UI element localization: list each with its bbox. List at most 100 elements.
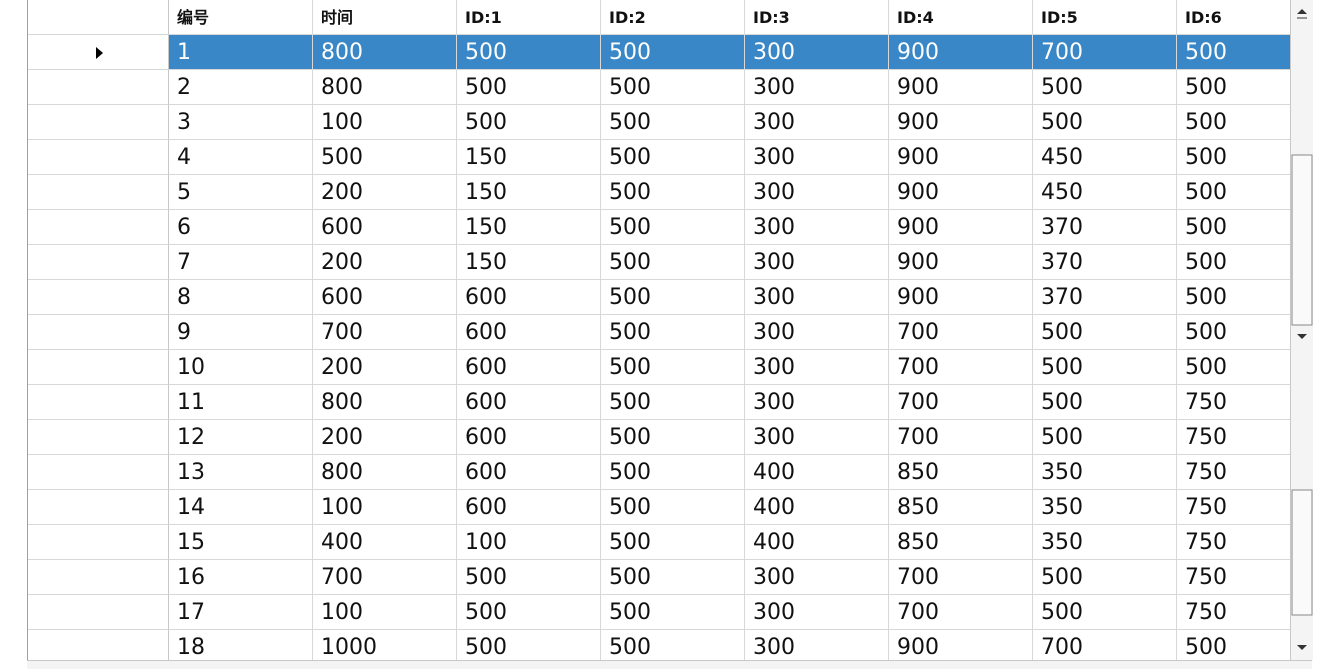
- table-cell[interactable]: 500: [601, 35, 745, 70]
- table-cell[interactable]: 800: [313, 35, 457, 70]
- table-cell[interactable]: 100: [313, 105, 457, 140]
- table-cell[interactable]: 500: [1033, 595, 1177, 630]
- table-cell[interactable]: 700: [889, 595, 1033, 630]
- table-cell[interactable]: 600: [313, 280, 457, 315]
- table-cell[interactable]: 100: [313, 595, 457, 630]
- table-cell[interactable]: 600: [457, 455, 601, 490]
- table-cell[interactable]: 500: [1177, 175, 1291, 210]
- table-cell[interactable]: 4: [169, 140, 313, 175]
- table-cell[interactable]: 500: [1177, 245, 1291, 280]
- table-cell[interactable]: 500: [601, 525, 745, 560]
- table-cell[interactable]: 500: [601, 105, 745, 140]
- table-cell[interactable]: 750: [1177, 560, 1291, 595]
- table-cell[interactable]: 9: [169, 315, 313, 350]
- data-grid[interactable]: 编号 时间 ID:1 ID:2 ID:3 ID:4 ID:5 ID:6 1 800 500 500 30…: [27, 0, 1291, 660]
- table-cell[interactable]: 450: [1033, 175, 1177, 210]
- row-header[interactable]: [28, 385, 169, 420]
- table-cell[interactable]: 500: [601, 315, 745, 350]
- table-cell[interactable]: 750: [1177, 525, 1291, 560]
- table-cell[interactable]: 300: [745, 35, 889, 70]
- table-cell[interactable]: 300: [745, 350, 889, 385]
- table-cell[interactable]: 500: [601, 490, 745, 525]
- table-cell[interactable]: 500: [457, 35, 601, 70]
- table-cell[interactable]: 900: [889, 105, 1033, 140]
- table-cell[interactable]: 500: [457, 595, 601, 630]
- row-header[interactable]: [28, 420, 169, 455]
- row-header[interactable]: [28, 175, 169, 210]
- table-cell[interactable]: 5: [169, 175, 313, 210]
- table-cell[interactable]: 900: [889, 210, 1033, 245]
- table-cell[interactable]: 100: [457, 525, 601, 560]
- table-cell[interactable]: 10: [169, 350, 313, 385]
- table-cell[interactable]: 500: [1177, 350, 1291, 385]
- table-cell[interactable]: 370: [1033, 210, 1177, 245]
- table-cell[interactable]: 750: [1177, 455, 1291, 490]
- table-cell[interactable]: 600: [457, 315, 601, 350]
- table-cell[interactable]: 300: [745, 140, 889, 175]
- column-header[interactable]: 编号: [169, 0, 313, 35]
- column-header[interactable]: ID:5: [1033, 0, 1177, 35]
- column-header[interactable]: ID:2: [601, 0, 745, 35]
- table-cell[interactable]: 500: [1033, 70, 1177, 105]
- column-header[interactable]: ID:1: [457, 0, 601, 35]
- table-cell[interactable]: 500: [1033, 385, 1177, 420]
- row-header[interactable]: [28, 70, 169, 105]
- table-cell[interactable]: 300: [745, 245, 889, 280]
- table-cell[interactable]: 370: [1033, 280, 1177, 315]
- row-header[interactable]: [28, 315, 169, 350]
- table-cell[interactable]: 500: [1177, 35, 1291, 70]
- row-header[interactable]: [28, 350, 169, 385]
- table-cell[interactable]: 500: [1033, 350, 1177, 385]
- table-cell[interactable]: 450: [1033, 140, 1177, 175]
- table-cell[interactable]: 850: [889, 525, 1033, 560]
- table-cell[interactable]: 800: [313, 70, 457, 105]
- row-header[interactable]: [28, 105, 169, 140]
- column-header[interactable]: ID:4: [889, 0, 1033, 35]
- table-cell[interactable]: 7: [169, 245, 313, 280]
- table-cell[interactable]: 500: [457, 105, 601, 140]
- table-cell[interactable]: 1000: [313, 630, 457, 660]
- table-cell[interactable]: 14: [169, 490, 313, 525]
- table-cell[interactable]: 600: [313, 210, 457, 245]
- table-cell[interactable]: 150: [457, 245, 601, 280]
- table-cell[interactable]: 400: [745, 455, 889, 490]
- table-cell[interactable]: 750: [1177, 595, 1291, 630]
- row-header[interactable]: [28, 210, 169, 245]
- table-cell[interactable]: 700: [1033, 630, 1177, 660]
- table-cell[interactable]: 3: [169, 105, 313, 140]
- table-cell[interactable]: 750: [1177, 490, 1291, 525]
- table-cell[interactable]: 500: [1033, 315, 1177, 350]
- table-cell[interactable]: 500: [1033, 420, 1177, 455]
- table-cell[interactable]: 600: [457, 420, 601, 455]
- table-cell[interactable]: 18: [169, 630, 313, 660]
- table-cell[interactable]: 12: [169, 420, 313, 455]
- table-cell[interactable]: 370: [1033, 245, 1177, 280]
- table-cell[interactable]: 700: [313, 560, 457, 595]
- row-header[interactable]: [28, 525, 169, 560]
- table-cell[interactable]: 150: [457, 210, 601, 245]
- table-cell[interactable]: 100: [313, 490, 457, 525]
- table-cell[interactable]: 150: [457, 140, 601, 175]
- table-cell[interactable]: 300: [745, 70, 889, 105]
- table-cell[interactable]: 500: [601, 385, 745, 420]
- table-cell[interactable]: 500: [1177, 70, 1291, 105]
- table-cell[interactable]: 800: [313, 455, 457, 490]
- row-header[interactable]: [28, 595, 169, 630]
- table-cell[interactable]: 900: [889, 70, 1033, 105]
- table-cell[interactable]: 500: [601, 245, 745, 280]
- table-cell[interactable]: 300: [745, 560, 889, 595]
- table-cell[interactable]: 500: [1177, 105, 1291, 140]
- table-cell[interactable]: 300: [745, 420, 889, 455]
- table-cell[interactable]: 600: [457, 350, 601, 385]
- table-cell[interactable]: 500: [601, 210, 745, 245]
- table-cell[interactable]: 600: [457, 280, 601, 315]
- table-cell[interactable]: 500: [601, 560, 745, 595]
- table-cell[interactable]: 300: [745, 630, 889, 660]
- table-cell[interactable]: 500: [601, 140, 745, 175]
- table-cell[interactable]: 500: [601, 595, 745, 630]
- column-header[interactable]: ID:6: [1177, 0, 1291, 35]
- table-cell[interactable]: 300: [745, 210, 889, 245]
- table-cell[interactable]: 8: [169, 280, 313, 315]
- table-cell[interactable]: 300: [745, 385, 889, 420]
- table-cell[interactable]: 900: [889, 245, 1033, 280]
